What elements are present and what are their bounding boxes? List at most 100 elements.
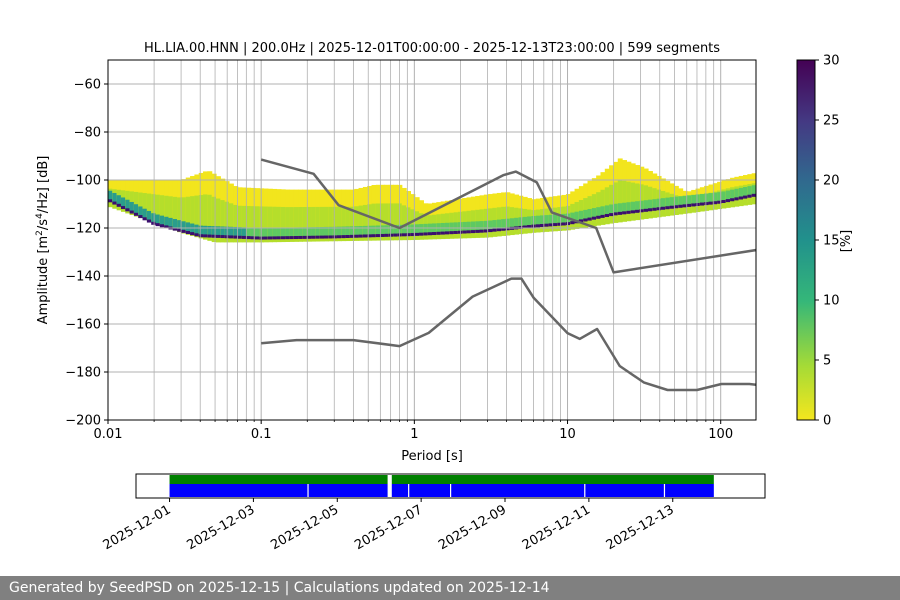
psd-mode-cell: [250, 236, 256, 240]
psd-mode-cell: [505, 227, 511, 231]
psd-cell: [241, 205, 247, 243]
psd-mode-cell: [617, 211, 623, 215]
psd-cell: [578, 210, 584, 221]
psd-cell: [751, 185, 756, 195]
psd-cell: [172, 219, 178, 229]
psd-mode-cell: [324, 235, 329, 239]
psd-cell: [548, 214, 554, 225]
colorbar-tick-label: 10: [823, 294, 840, 309]
psd-mode-cell: [540, 223, 545, 227]
psd-mode-cell: [254, 236, 260, 240]
psd-mode-cell: [146, 219, 152, 223]
psd-cell: [336, 226, 342, 237]
psd-mode-cell: [194, 233, 200, 237]
psd-mode-cell: [695, 202, 701, 206]
psd-cell: [635, 201, 640, 211]
psd-mode-cell: [177, 228, 183, 232]
psd-cell: [177, 220, 183, 230]
timeline-bars: [169, 475, 714, 497]
psd-cell: [159, 215, 165, 226]
y-tick-label: −120: [65, 222, 101, 237]
psd-cell: [639, 200, 645, 211]
psd-cell: [246, 206, 252, 243]
psd-mode-cell: [181, 229, 187, 233]
psd-cell: [673, 196, 679, 207]
timeline-tick-label: 2025-12-05: [268, 502, 341, 553]
psd-cell: [527, 216, 532, 227]
psd-cell: [656, 198, 662, 209]
x-tick-label: 1: [410, 427, 418, 442]
psd-mode-cell: [470, 230, 476, 234]
psd-cell: [596, 207, 602, 217]
psd-mode-cell: [488, 229, 494, 233]
psd-cell: [302, 227, 308, 237]
psd-mode-cell: [190, 232, 195, 236]
psd-cell: [129, 201, 135, 212]
y-tick-label: −160: [65, 318, 101, 333]
psd-cell: [341, 226, 347, 237]
psd-cell: [246, 227, 252, 238]
colorbar-label: [%]: [839, 230, 854, 253]
psd-cell: [254, 206, 260, 243]
psd-cell: [207, 225, 213, 236]
psd-mode-cell: [203, 234, 208, 238]
psd-cell: [505, 218, 511, 229]
psd-cell: [345, 226, 351, 236]
colorbar-gradient: [796, 59, 816, 421]
psd-mode-cell: [656, 207, 662, 211]
psd-cell: [384, 225, 390, 235]
psd-mode-cell: [643, 208, 649, 212]
psd-cell: [328, 226, 334, 237]
psd-cell: [367, 204, 373, 241]
psd-cell: [475, 221, 481, 231]
psd-mode-cell: [639, 209, 645, 213]
psd-mode-cell: [436, 231, 442, 235]
colorbar: 0 5 10 15 20 25 30 [%]: [796, 54, 854, 429]
y-tick-label: −60: [74, 78, 101, 93]
psd-mode-cell: [652, 207, 658, 211]
psd-cell: [354, 226, 360, 236]
psd-mode-cell: [267, 236, 273, 240]
psd-cell: [483, 220, 489, 231]
psd-cell: [699, 193, 705, 204]
psd-mode-cell: [172, 227, 178, 231]
psd-cell: [414, 224, 420, 234]
psd-cell: [561, 213, 567, 224]
psd-mode-cell: [220, 235, 226, 239]
psd-mode-cell: [699, 202, 705, 206]
psd-cell: [181, 197, 187, 234]
psd-cell: [734, 188, 740, 199]
figure: HL.LIA.00.HNN | 200.0Hz | 2025-12-01T00:…: [35, 41, 854, 553]
psd-cell: [341, 206, 347, 242]
psd-cell: [220, 226, 226, 237]
psd-cell: [371, 225, 377, 236]
psd-mode-cell: [527, 225, 532, 229]
psd-mode-cell: [276, 236, 282, 240]
psd-mode-cell: [207, 234, 213, 238]
psd-cell: [138, 192, 144, 219]
psd-mode-cell: [548, 223, 554, 227]
psd-mode-cell: [587, 217, 593, 221]
psd-cell: [522, 216, 528, 227]
psd-mode-cell: [479, 229, 485, 233]
data-gap: [450, 484, 452, 497]
psd-mode-cell: [751, 193, 756, 197]
noise-models: [260, 158, 756, 392]
data-coverage-bar: [391, 484, 714, 497]
psd-mode-cell: [125, 208, 131, 212]
psd-cell: [203, 225, 208, 236]
data-gap: [408, 484, 410, 497]
psd-cell: [730, 189, 735, 200]
x-axis-label: Period [s]: [401, 449, 463, 464]
psd-cell: [367, 225, 373, 236]
psd-cell: [630, 182, 636, 221]
psd-cell: [591, 208, 597, 218]
psd-cell: [207, 194, 213, 241]
psd-cell: [298, 227, 303, 237]
timeline-tick-label: 2025-12-09: [436, 502, 509, 553]
psd-mode-cell: [211, 234, 217, 238]
psd-cell: [315, 227, 321, 237]
psd-cell: [682, 195, 688, 206]
psd-cell: [393, 224, 399, 235]
psd-cell: [708, 193, 714, 203]
